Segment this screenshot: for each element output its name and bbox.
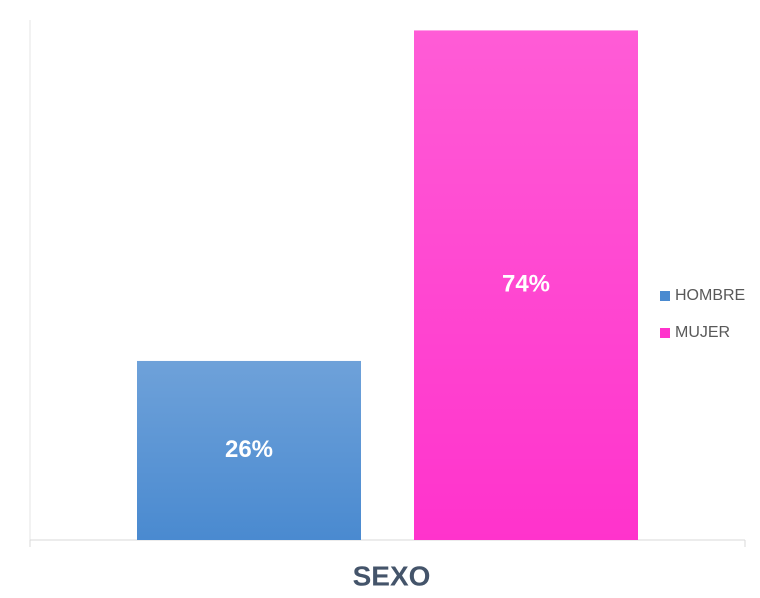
legend-label: HOMBRE <box>675 287 745 304</box>
bar-shine <box>414 30 638 540</box>
data-label: 26% <box>225 436 273 463</box>
legend-swatch <box>660 328 670 338</box>
bar-shine <box>137 360 361 540</box>
legend-label: MUJER <box>675 324 730 341</box>
data-label: 74% <box>502 271 550 298</box>
legend-swatch <box>660 291 670 301</box>
x-tick-label: SEXO <box>353 560 431 591</box>
